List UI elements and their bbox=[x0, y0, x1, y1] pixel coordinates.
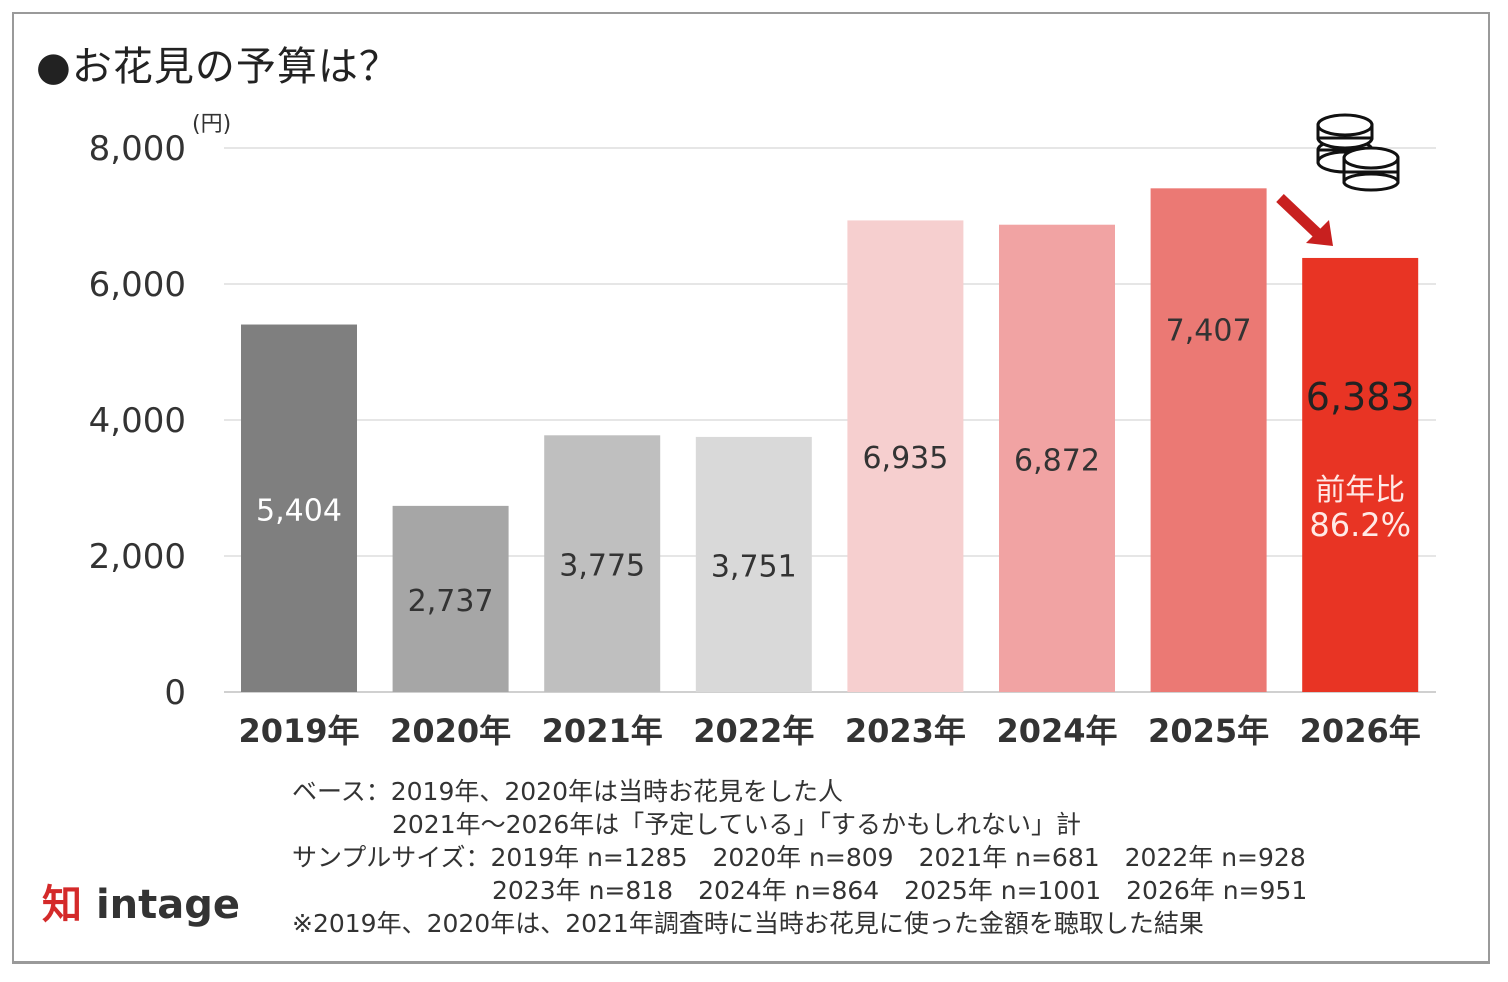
bar-value-label: 6,383 bbox=[1306, 375, 1415, 419]
x-tick-label: 2021年 bbox=[542, 712, 663, 750]
y-tick-label: 6,000 bbox=[89, 265, 186, 305]
intage-logo: 知 intage bbox=[42, 872, 240, 930]
bar-2020年 bbox=[392, 505, 509, 692]
bar-2022年 bbox=[695, 436, 812, 692]
y-tick-label: 8,000 bbox=[89, 129, 186, 169]
x-tick-label: 2022年 bbox=[693, 712, 814, 750]
x-tick-label: 2020年 bbox=[390, 712, 511, 750]
footnotes: ベース：2019年、2020年は当時お花見をした人 2021年～2026年は「予… bbox=[292, 775, 1307, 940]
logo-text: intage bbox=[95, 882, 240, 928]
yoy-label: 前年比 bbox=[1315, 473, 1405, 508]
bar-value-label: 6,935 bbox=[862, 441, 948, 476]
chart-frame bbox=[12, 12, 1490, 964]
x-tick-label: 2025年 bbox=[1148, 712, 1269, 750]
bar-2019年 bbox=[241, 324, 357, 692]
x-tick-label: 2019年 bbox=[238, 712, 359, 750]
x-tick-label: 2026年 bbox=[1300, 712, 1421, 750]
bar-2026年 bbox=[1302, 257, 1419, 692]
yoy-value: 86.2% bbox=[1309, 506, 1411, 544]
y-tick-label: 4,000 bbox=[89, 401, 186, 441]
bar-2024年 bbox=[999, 224, 1115, 693]
bar-value-label: 7,407 bbox=[1166, 313, 1252, 348]
coins-icon bbox=[1316, 113, 1400, 192]
note-line: サンプルサイズ：2019年 n=1285 2020年 n=809 2021年 n… bbox=[292, 843, 1306, 872]
bar-2025年 bbox=[1150, 188, 1267, 692]
bar-value-label: 3,775 bbox=[559, 549, 645, 584]
x-tick-label: 2024年 bbox=[996, 712, 1117, 750]
y-tick-label: 0 bbox=[164, 673, 186, 713]
logo-mark: 知 bbox=[42, 882, 82, 928]
chart-title: ●お花見の予算は？ bbox=[36, 44, 400, 90]
bar-value-label: 5,404 bbox=[256, 493, 342, 528]
bar-value-label: 3,751 bbox=[711, 549, 797, 584]
note-line: 2021年～2026年は「予定している」「するかもしれない」計 bbox=[292, 810, 1081, 839]
bar-value-label: 6,872 bbox=[1014, 443, 1100, 478]
bar-2023年 bbox=[847, 220, 964, 693]
decrease-arrow-icon bbox=[1276, 194, 1333, 246]
note-line: ※2019年、2020年は、2021年調査時に当時お花見に使った金額を聴取した結… bbox=[292, 909, 1204, 938]
x-tick-label: 2023年 bbox=[845, 712, 966, 750]
note-line: 2023年 n=818 2024年 n=864 2025年 n=1001 202… bbox=[292, 876, 1308, 905]
y-axis-unit: (円) bbox=[192, 112, 231, 137]
note-line: ベース：2019年、2020年は当時お花見をした人 bbox=[292, 777, 843, 806]
y-tick-label: 2,000 bbox=[89, 537, 186, 577]
bar-value-label: 2,737 bbox=[408, 584, 494, 619]
bar-2021年 bbox=[544, 435, 661, 692]
